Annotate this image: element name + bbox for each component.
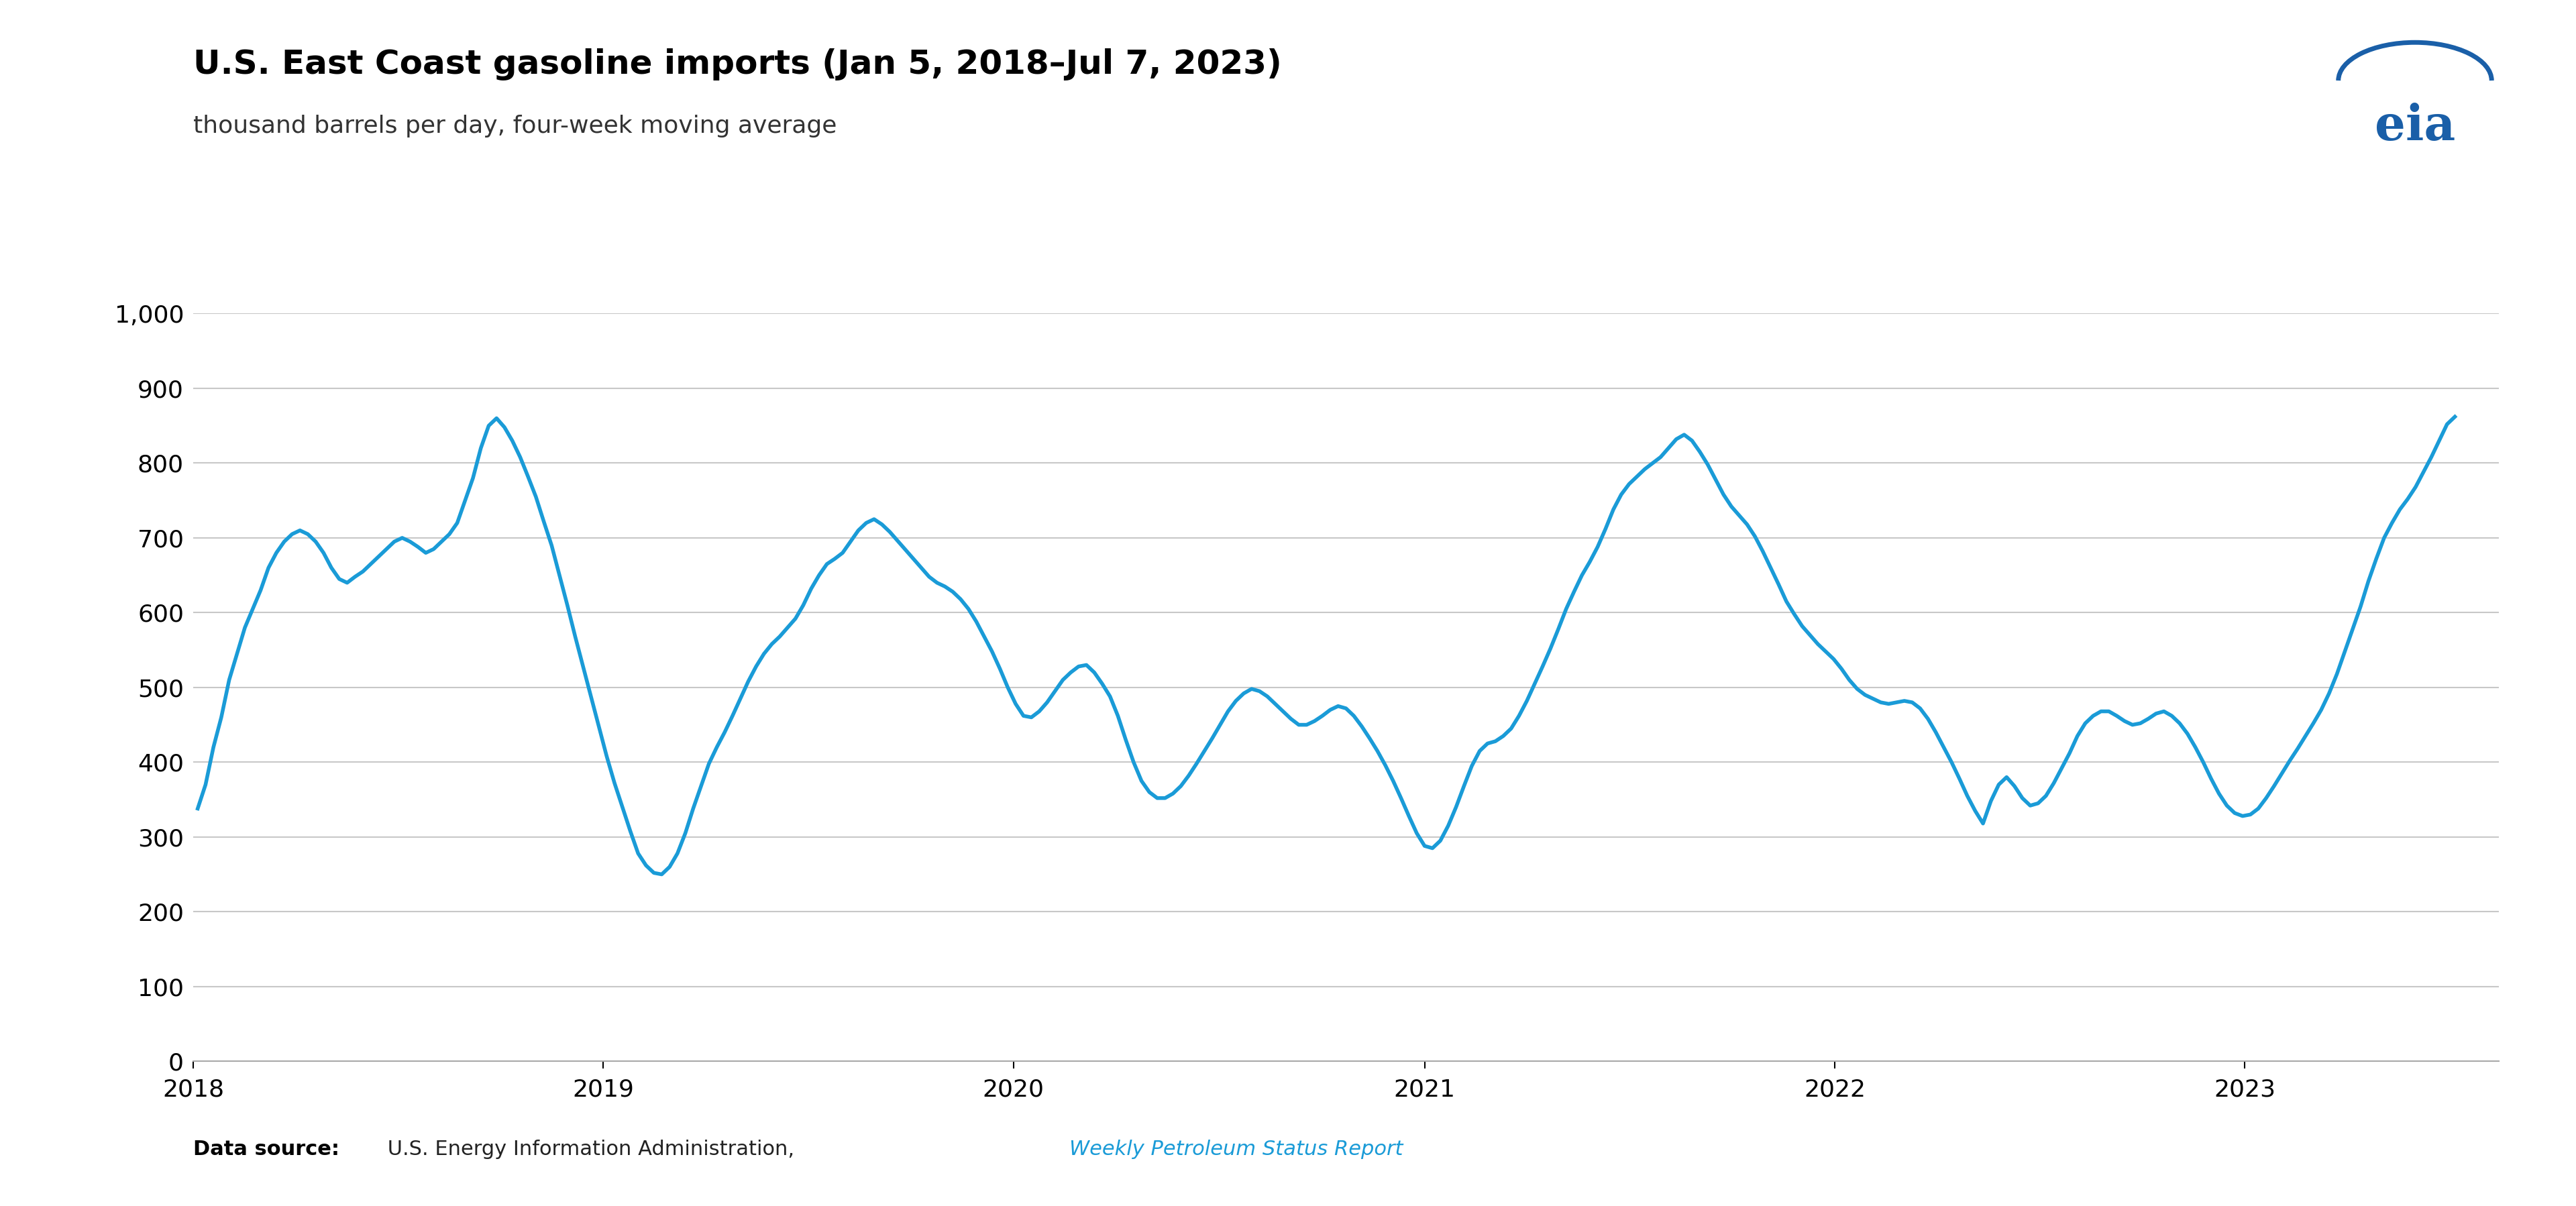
Text: U.S. Energy Information Administration,: U.S. Energy Information Administration, <box>381 1140 801 1159</box>
Text: U.S. East Coast gasoline imports (Jan 5, 2018–Jul 7, 2023): U.S. East Coast gasoline imports (Jan 5,… <box>193 48 1283 81</box>
Text: eia: eia <box>2375 103 2455 150</box>
Text: Data source:: Data source: <box>193 1140 340 1159</box>
Text: Weekly Petroleum Status Report: Weekly Petroleum Status Report <box>1069 1140 1404 1159</box>
Text: thousand barrels per day, four-week moving average: thousand barrels per day, four-week movi… <box>193 115 837 137</box>
